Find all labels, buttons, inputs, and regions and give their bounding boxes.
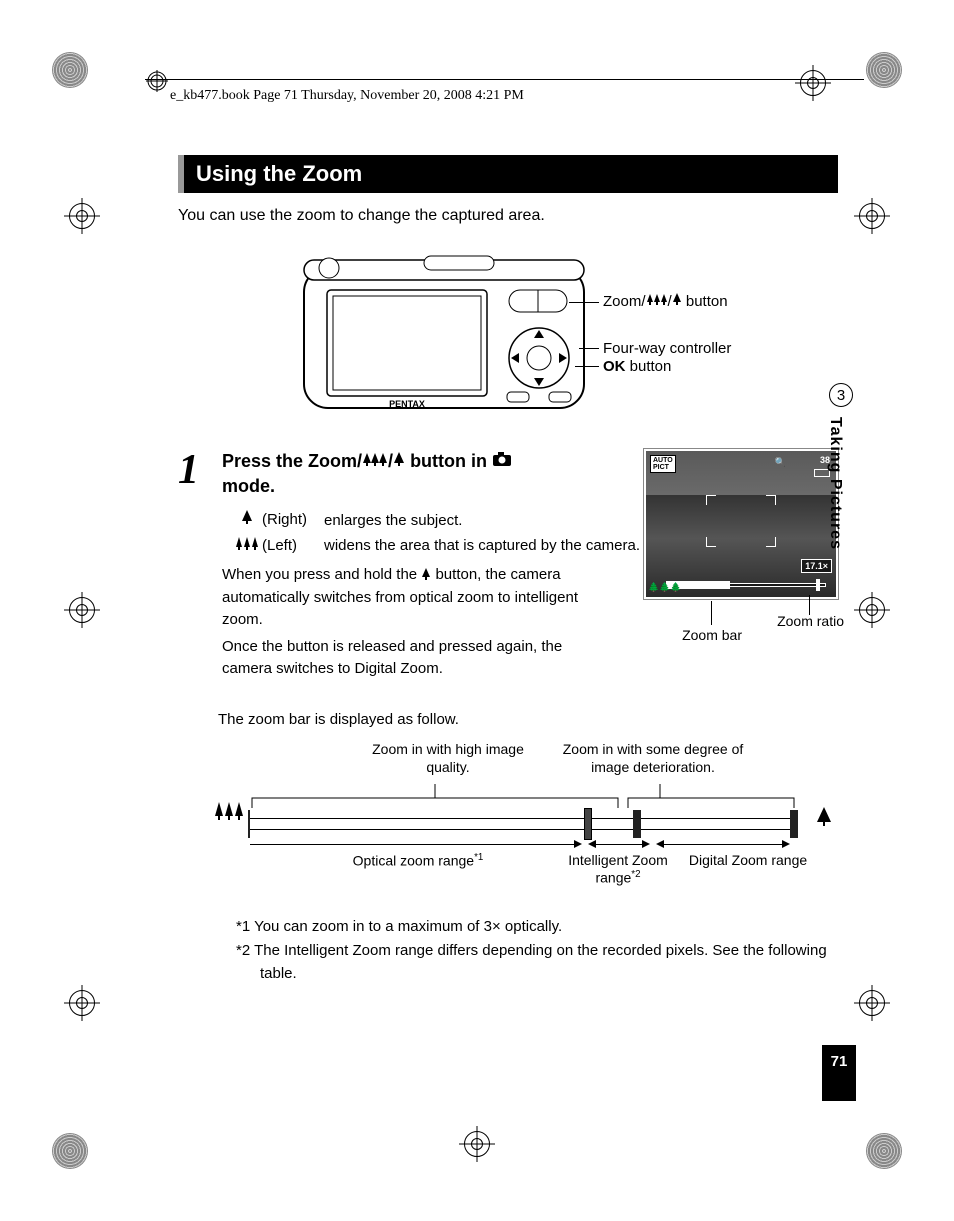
footnote-1: *1 You can zoom in to a maximum of 3× op… <box>218 916 838 939</box>
step-paragraph-2: Once the button is released and pressed … <box>222 636 582 681</box>
registration-mark-icon <box>69 597 95 623</box>
chapter-number-badge: 3 <box>829 383 853 407</box>
tree-tele-icon <box>241 509 253 525</box>
zb-range2-sup: *2 <box>631 869 640 880</box>
osd-tree-wide-icon: 🌲🌲🌲 <box>648 582 682 593</box>
zb-range-arrow <box>590 844 648 845</box>
step-para1a: When you press and hold the <box>222 566 421 583</box>
right-direction-label: (Right) <box>262 509 322 533</box>
callout-zoom-prefix: Zoom/ <box>603 293 646 310</box>
zoom-direction-table: (Right) enlarges the subject. (Left) wid… <box>232 507 642 560</box>
callout-four-way: Four-way controller <box>603 340 731 357</box>
zoom-bar-label: Zoom bar <box>682 627 742 643</box>
trees-wide-icon <box>362 451 388 467</box>
callout-zoom-button: Zoom// button <box>603 292 728 310</box>
zoom-ratio-label: Zoom ratio <box>777 613 844 629</box>
tree-tele-icon <box>816 806 832 828</box>
trees-wide-icon <box>214 800 244 822</box>
trees-wide-icon <box>235 535 259 551</box>
callout-line <box>579 348 599 349</box>
footnote-2: *2 The Intelligent Zoom range differs de… <box>218 940 838 985</box>
section-heading: Using the Zoom <box>178 155 838 193</box>
registration-mark-icon <box>69 990 95 1016</box>
osd-magnifier-icon: 🔍 <box>775 457 786 468</box>
header-file-info: e_kb477.book Page 71 Thursday, November … <box>170 88 524 104</box>
zb-range1-sup: *1 <box>474 852 483 863</box>
arrow-head-icon <box>782 840 790 848</box>
zb-range-arrow <box>658 844 788 845</box>
arrow-head-icon <box>574 840 582 848</box>
left-direction-label: (Left) <box>262 535 322 559</box>
osd-af-bracket <box>706 495 776 547</box>
side-tab: 3 Taking Pictures <box>826 383 856 550</box>
osd-zoom-bar <box>666 581 826 589</box>
zb-label-deterioration: Zoom in with some degree of image deteri… <box>548 740 758 776</box>
step-paragraph-1: When you press and hold the button, the … <box>222 564 582 632</box>
header-rule <box>145 79 864 80</box>
step-number: 1 <box>178 449 208 681</box>
crop-corner-icon <box>52 52 88 88</box>
callout-zoom-suffix: button <box>682 293 728 310</box>
step-title-a: Press the Zoom/ <box>222 451 362 471</box>
zb-range2-text: Intelligent Zoom range <box>568 852 668 885</box>
tree-tele-icon <box>672 292 682 306</box>
zoombar-intro: The zoom bar is displayed as follow. <box>218 711 838 728</box>
camera-figure: PENTAX Zoom// button Four-way controller… <box>178 239 838 429</box>
registration-mark-icon <box>859 990 885 1016</box>
camera-back-illustration: PENTAX <box>299 250 589 420</box>
registration-mark-icon <box>800 70 826 96</box>
zb-range-digital: Digital Zoom range <box>688 852 808 869</box>
zb-bracket-left <box>252 784 622 810</box>
zb-range1-text: Optical zoom range <box>353 853 474 869</box>
callout-ok-button: OK button <box>603 358 671 375</box>
zb-range-optical: Optical zoom range*1 <box>298 852 538 869</box>
camera-mode-icon <box>492 451 512 467</box>
osd-zoom-ratio: 17.1× <box>801 559 832 573</box>
registration-mark-icon <box>464 1131 490 1157</box>
step-title-b: button in <box>405 451 487 471</box>
intro-text: You can use the zoom to change the captu… <box>178 207 838 225</box>
zb-bracket-right <box>628 784 798 810</box>
arrow-head-icon <box>656 840 664 848</box>
tree-tele-icon <box>421 567 431 581</box>
pointer-line <box>809 595 810 615</box>
svg-text:PENTAX: PENTAX <box>389 399 425 409</box>
step-title-c: mode. <box>222 476 275 496</box>
crop-corner-icon <box>866 52 902 88</box>
book-pin-icon <box>146 70 168 92</box>
pointer-line <box>711 601 712 625</box>
ok-label-suffix: button <box>626 358 672 375</box>
arrow-head-icon <box>588 840 596 848</box>
right-direction-desc: enlarges the subject. <box>324 509 640 533</box>
page-number-tab: 71 <box>822 1045 856 1101</box>
arrow-head-icon <box>642 840 650 848</box>
ok-label-bold: OK <box>603 358 626 375</box>
zb-range-arrow <box>250 844 580 845</box>
zoombar-figure: Zoom in with high image quality. Zoom in… <box>218 740 828 910</box>
trees-wide-icon <box>646 292 668 306</box>
footnotes: *1 You can zoom in to a maximum of 3× op… <box>218 916 838 986</box>
osd-mode-badge: AUTO PICT <box>650 455 676 473</box>
tree-tele-icon <box>393 451 405 467</box>
left-direction-desc: widens the area that is captured by the … <box>324 535 640 559</box>
registration-mark-icon <box>859 203 885 229</box>
chapter-title-vertical: Taking Pictures <box>826 417 844 550</box>
zb-optical-end-marker <box>584 808 592 840</box>
zb-bar <box>248 810 798 838</box>
callout-line <box>569 302 599 303</box>
lcd-preview: AUTO PICT 🔍 38 17.1× <box>644 449 838 599</box>
crop-corner-icon <box>866 1133 902 1169</box>
callout-line <box>575 366 599 367</box>
zb-label-high-quality: Zoom in with high image quality. <box>368 740 528 776</box>
registration-mark-icon <box>69 203 95 229</box>
crop-corner-icon <box>52 1133 88 1169</box>
registration-mark-icon <box>859 597 885 623</box>
zb-range-intelligent: Intelligent Zoom range*2 <box>558 852 678 886</box>
zb-range3-text: Digital Zoom range <box>689 852 807 868</box>
